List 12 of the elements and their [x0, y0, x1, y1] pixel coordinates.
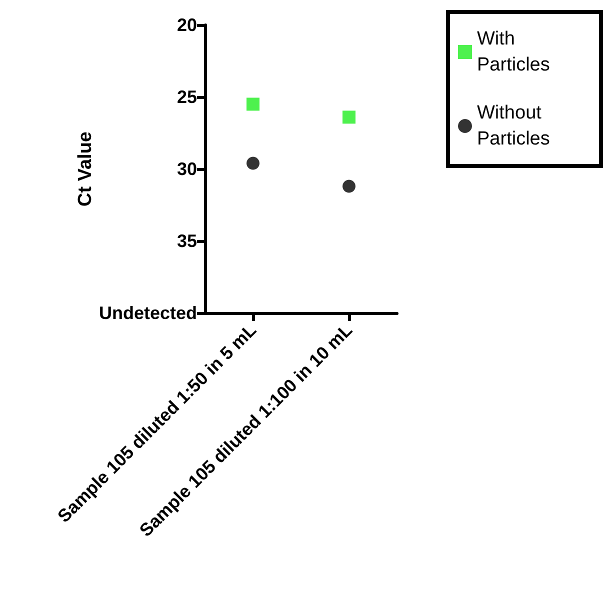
point [342, 180, 356, 193]
point [246, 156, 260, 170]
y-tick-label: 35 [176, 231, 197, 251]
legend-label: Without Particles [477, 102, 550, 150]
legend-label: With Particles [477, 28, 550, 76]
y-tick-label: 25 [176, 87, 197, 107]
y-axis-title: Ct Value [75, 132, 96, 206]
y-tick-label: 30 [176, 159, 197, 179]
y-tick-label: Undetected [98, 303, 197, 323]
point [246, 98, 260, 111]
y-tick-label: 20 [176, 15, 197, 35]
point [342, 110, 356, 124]
